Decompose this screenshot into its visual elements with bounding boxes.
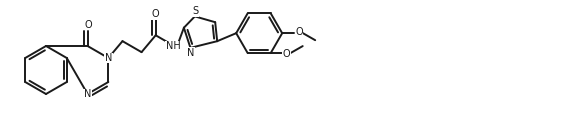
Text: S: S xyxy=(193,6,199,16)
Text: O: O xyxy=(283,49,290,59)
Text: N: N xyxy=(84,89,91,99)
Text: N: N xyxy=(187,48,194,58)
Text: NH: NH xyxy=(166,41,181,51)
Text: O: O xyxy=(85,20,92,30)
Text: N: N xyxy=(105,53,112,63)
Text: O: O xyxy=(295,27,303,37)
Text: O: O xyxy=(152,9,160,19)
